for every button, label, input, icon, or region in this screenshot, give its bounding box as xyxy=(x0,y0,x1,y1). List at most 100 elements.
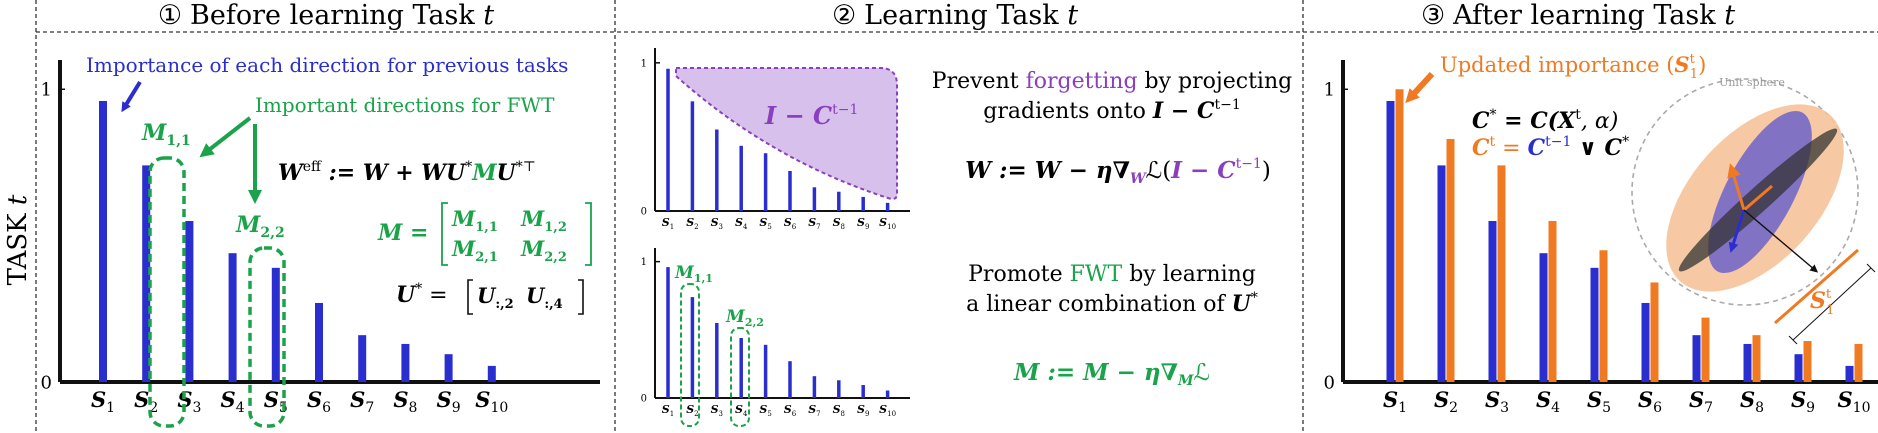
panel-title-1: ① Before learning Task t xyxy=(158,0,494,31)
p2-m22-label: M2,2 xyxy=(725,307,764,329)
bar-s5 xyxy=(271,267,280,382)
x-tick-label: S4 xyxy=(221,387,245,416)
bar-s1 xyxy=(666,267,670,398)
layout-lines xyxy=(35,0,1878,433)
bar-s10 xyxy=(885,202,890,211)
bar-s8 xyxy=(401,343,410,382)
fwt-label: Important directions for FWT xyxy=(255,93,555,117)
bar-s6-series-1 xyxy=(1650,282,1659,382)
panel-title-3: ③ After learning Task t xyxy=(1421,0,1735,31)
bar-s7 xyxy=(812,187,817,211)
x-tick-label: S1 xyxy=(91,387,115,416)
weff-equation: Weff := W + WU*MU*⊤ xyxy=(278,159,536,186)
svg-text:U:,4: U:,4 xyxy=(526,283,563,312)
y-tick-label: 0 xyxy=(641,207,647,218)
ct-equation: Ct = Ct−1 ∨ C* xyxy=(1472,134,1629,161)
y-tick-label: 0 xyxy=(41,372,52,393)
bar-s4-series-1 xyxy=(1548,221,1557,382)
y-tick-label: 1 xyxy=(641,58,647,69)
s1-measure-line xyxy=(1774,248,1859,325)
bar-s6 xyxy=(315,302,323,382)
x-tick-label: S7 xyxy=(350,387,374,416)
bar-s2-series-1 xyxy=(1446,139,1455,382)
x-tick-label: S2 xyxy=(1434,387,1458,416)
x-tick-label: S10 xyxy=(879,403,896,418)
bar-s8-series-0 xyxy=(1743,343,1752,382)
x-tick-label: S7 xyxy=(1689,387,1713,416)
s1-dimension-line xyxy=(1788,263,1876,345)
cstar-equation: C* = C(Xt, α) xyxy=(1472,107,1618,134)
m22-highlight-box xyxy=(248,246,286,428)
x-tick-label: S3 xyxy=(1485,387,1509,416)
x-tick-label: S9 xyxy=(1791,387,1815,416)
x-tick-label: S6 xyxy=(784,403,797,418)
x-tick-label: S7 xyxy=(808,403,820,418)
bar-s4 xyxy=(739,145,743,211)
bar-s3 xyxy=(185,221,194,382)
x-tick-label: S3 xyxy=(711,403,723,418)
x-tick-label: S4 xyxy=(1536,387,1560,416)
bar-s3-series-1 xyxy=(1497,165,1506,382)
y-tick-label: 1 xyxy=(1324,80,1335,101)
x-tick-label: S10 xyxy=(879,216,896,231)
bar-s10-series-1 xyxy=(1854,343,1863,382)
x-tick-label: S9 xyxy=(437,387,461,416)
x-tick-label: S8 xyxy=(833,216,845,231)
m22-label: M2,2 xyxy=(235,212,285,241)
bar-s9 xyxy=(861,196,865,211)
projection-region xyxy=(675,67,898,200)
x-tick-label: S5 xyxy=(1587,387,1611,416)
bar-s8 xyxy=(837,380,841,398)
prev-ellipse xyxy=(1678,128,1838,272)
bar-s10 xyxy=(487,365,496,382)
x-tick-label: S8 xyxy=(833,403,845,418)
x-tick-label: S8 xyxy=(393,387,417,416)
bar-s4 xyxy=(739,338,743,398)
bar-s9 xyxy=(444,354,453,382)
svg-text:M1,2: M1,2 xyxy=(520,206,567,235)
axis-arrow-orange-2 xyxy=(1743,184,1773,212)
p2-m22-box xyxy=(730,327,750,427)
p2-m11-label: M1,1 xyxy=(674,263,713,285)
svg-text:M2,1: M2,1 xyxy=(451,236,498,265)
bar-s10 xyxy=(885,390,890,398)
x-tick-label: S2 xyxy=(134,387,158,416)
bar-s8 xyxy=(837,191,841,211)
side-label: TASK t xyxy=(3,194,33,285)
bar-s6 xyxy=(788,361,792,398)
bar-s5 xyxy=(763,153,768,211)
svg-text:M1,1: M1,1 xyxy=(451,206,498,235)
y-tick-label: 1 xyxy=(641,257,647,268)
importance-label: Importance of each direction for previou… xyxy=(86,53,568,77)
promote-text-line1: Promote FWT by learning xyxy=(968,262,1256,287)
bar-s7-series-0 xyxy=(1692,335,1701,382)
bar-s5 xyxy=(763,344,768,398)
chart-learning-top: 0 1 S1 S2 S3 S4 S5 S6 S7 S8 S9 S10 xyxy=(641,48,910,231)
unit-sphere xyxy=(1631,78,1859,306)
x-tick-label: S1 xyxy=(662,216,674,231)
m11-label: M1,1 xyxy=(141,120,191,149)
m-update-equation: M := M − η∇Mℒ xyxy=(1013,359,1210,389)
x-tick-label: S3 xyxy=(177,387,201,416)
svg-text:M2,2: M2,2 xyxy=(520,236,567,265)
s1-label: St 1 xyxy=(1810,287,1834,318)
u-star-equation: U* = U:,2 U:,4 xyxy=(396,279,584,315)
importance-arrow xyxy=(121,80,142,113)
x-tick-label: S6 xyxy=(307,387,331,416)
x-tick-label: S10 xyxy=(1838,387,1871,416)
projection-region-label: I − Ct−1 xyxy=(764,101,858,130)
bar-s1-series-0 xyxy=(1386,100,1395,383)
x-tick-label: S6 xyxy=(784,216,797,231)
prevent-text-line2: gradients onto I − Ct−1 xyxy=(983,97,1240,124)
x-tick-label: S10 xyxy=(475,387,508,416)
bar-s4 xyxy=(228,253,237,382)
bar-s1-series-1 xyxy=(1395,89,1404,382)
bar-s3 xyxy=(715,129,719,211)
bar-s9-series-0 xyxy=(1794,354,1803,382)
bar-s7-series-1 xyxy=(1701,317,1710,382)
bar-s2 xyxy=(690,101,695,211)
svg-text:U:,2: U:,2 xyxy=(477,283,514,312)
x-tick-label: S2 xyxy=(686,216,698,231)
bar-s3 xyxy=(715,323,719,398)
